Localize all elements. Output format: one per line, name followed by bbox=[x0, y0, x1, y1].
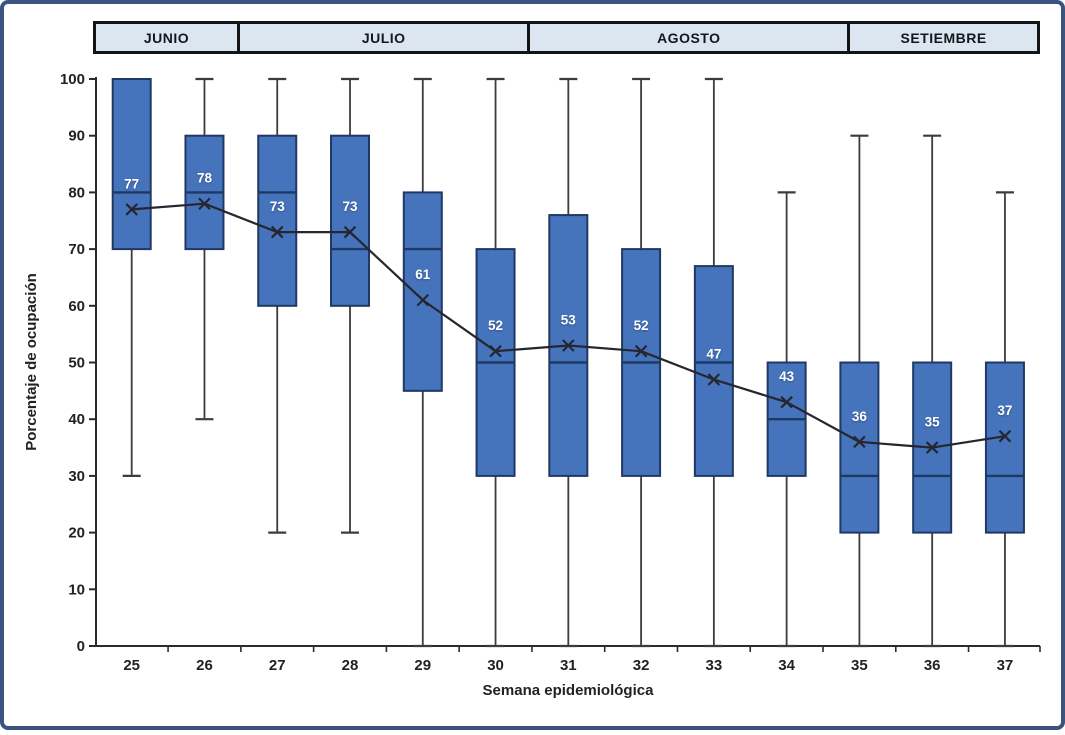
x-tick-label: 27 bbox=[269, 657, 286, 674]
mean-marker-x bbox=[198, 197, 211, 211]
mean-label-week-33: 47 bbox=[706, 347, 721, 362]
mean-label-week-35: 36 bbox=[852, 409, 868, 424]
month-header: JUNIO JULIO AGOSTO SETIEMBRE bbox=[93, 21, 1040, 54]
mean-marker-x bbox=[925, 441, 939, 454]
mean-marker-x bbox=[343, 225, 357, 239]
mean-label-week-30: 52 bbox=[488, 318, 503, 333]
x-tick-label: 28 bbox=[342, 657, 359, 674]
mean-marker-x bbox=[270, 225, 284, 239]
mean-marker-x bbox=[562, 339, 575, 352]
box-week-29 bbox=[402, 191, 443, 392]
mean-marker-x bbox=[780, 395, 793, 409]
box-week-28 bbox=[330, 134, 371, 307]
mean-label-week-32: 52 bbox=[634, 318, 649, 333]
mean-label-week-34: 43 bbox=[779, 369, 795, 384]
mean-label-week-25: 77 bbox=[124, 176, 139, 191]
box-week-25 bbox=[111, 78, 152, 251]
box-week-27 bbox=[257, 134, 298, 307]
mean-label-week-26: 78 bbox=[197, 171, 213, 186]
month-header-cell-julio: JULIO bbox=[240, 24, 531, 51]
mean-marker-x bbox=[707, 373, 721, 386]
y-tick-label: 30 bbox=[68, 468, 85, 485]
mean-label-week-37: 37 bbox=[997, 403, 1012, 418]
y-tick-label: 0 bbox=[77, 638, 85, 655]
x-tick-label: 34 bbox=[778, 657, 795, 674]
box-week-35 bbox=[839, 361, 880, 534]
x-tick-label: 25 bbox=[123, 657, 140, 674]
x-tick-label: 35 bbox=[851, 657, 868, 674]
x-tick-label: 30 bbox=[487, 657, 504, 674]
y-tick-label: 50 bbox=[68, 355, 85, 372]
box-week-37 bbox=[984, 361, 1025, 534]
mean-label-week-36: 35 bbox=[925, 415, 941, 430]
y-tick-label: 100 bbox=[60, 71, 85, 88]
mean-label-week-29: 61 bbox=[415, 267, 431, 282]
x-tick-label: 26 bbox=[196, 657, 213, 674]
mean-label-week-27: 73 bbox=[270, 199, 286, 214]
box-week-33 bbox=[693, 265, 734, 477]
mean-marker-x bbox=[634, 344, 648, 358]
x-tick-label: 36 bbox=[924, 657, 941, 674]
y-tick-label: 10 bbox=[68, 581, 85, 598]
x-tick-label: 37 bbox=[997, 657, 1014, 674]
y-tick-label: 80 bbox=[68, 184, 85, 201]
mean-marker-x bbox=[125, 203, 138, 216]
y-tick-label: 40 bbox=[68, 411, 85, 428]
month-header-cell-setiembre: SETIEMBRE bbox=[900, 29, 987, 46]
y-tick-label: 70 bbox=[68, 241, 85, 258]
y-axis-title: Porcentaje de ocupación bbox=[23, 273, 40, 451]
mean-marker-x bbox=[853, 435, 866, 449]
x-tick-label: 29 bbox=[414, 657, 431, 674]
mean-label-week-28: 73 bbox=[342, 199, 358, 214]
mean-label-week-31: 53 bbox=[561, 312, 577, 327]
mean-marker-x bbox=[998, 429, 1012, 443]
mean-marker-x bbox=[489, 344, 502, 358]
month-header-cell-agosto: AGOSTO bbox=[530, 24, 851, 51]
y-tick-label: 20 bbox=[68, 525, 85, 542]
month-header-cell-junio: JUNIO bbox=[96, 24, 241, 51]
x-tick-label: 32 bbox=[633, 657, 650, 674]
x-tick-label: 31 bbox=[560, 657, 577, 674]
x-axis-title: Semana epidemiológica bbox=[482, 682, 654, 699]
y-tick-label: 60 bbox=[68, 298, 85, 315]
y-tick-label: 90 bbox=[68, 128, 85, 145]
x-tick-label: 33 bbox=[706, 657, 723, 674]
mean-marker-x bbox=[416, 293, 430, 307]
